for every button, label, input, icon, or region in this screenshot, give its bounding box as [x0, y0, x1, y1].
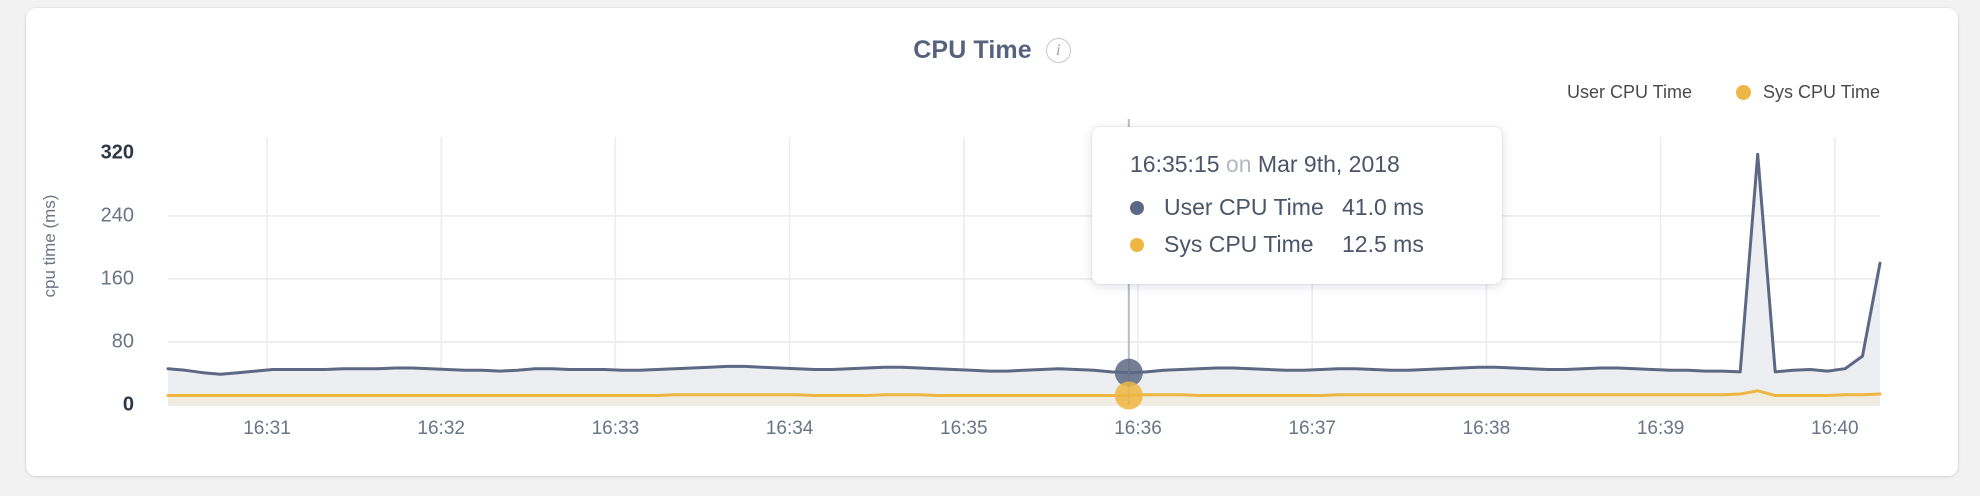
tooltip-row-user-cpu-time: User CPU Time 41.0 ms: [1130, 194, 1472, 221]
y-axis-tick-label: 160: [100, 267, 134, 290]
y-axis-tick-label: 0: [122, 393, 134, 416]
x-axis-tick-label: 16:31: [243, 418, 291, 439]
tooltip-series-dot: [1130, 237, 1144, 252]
x-axis-tick-label: 16:34: [765, 418, 814, 439]
tooltip-row-sys-cpu-time: Sys CPU Time 12.5 ms: [1130, 231, 1472, 258]
page-title: CPU Time: [913, 36, 1032, 64]
x-axis-tick-label: 16:40: [1811, 418, 1859, 439]
x-axis-tick-label: 16:39: [1636, 418, 1685, 439]
tooltip-date: Mar 9th, 2018: [1257, 151, 1400, 177]
tooltip-series-name: Sys CPU Time: [1164, 231, 1314, 257]
x-axis-tick-label: 16:37: [1288, 418, 1336, 439]
y-axis-tick-label: 80: [111, 330, 134, 353]
chart-legend: User CPU Time Sys CPU Time: [1540, 82, 1880, 103]
y-axis-tick-label: 320: [100, 141, 134, 164]
x-axis-tick-label: 16:36: [1114, 418, 1162, 439]
chart-tooltip: 16:35:15 on Mar 9th, 2018 User CPU Time …: [1092, 127, 1502, 284]
tooltip-series-value: 41.0 ms: [1342, 194, 1424, 220]
tooltip-series-value: 12.5 ms: [1342, 231, 1424, 257]
info-icon[interactable]: i: [1045, 38, 1071, 63]
chart-header: CPU Time i: [26, 36, 1958, 65]
cpu-time-chart-card: CPU Time i User CPU Time Sys CPU Time: [26, 8, 1958, 476]
legend-item-label: User CPU Time: [1566, 82, 1692, 102]
x-axis-tick-label: 16:32: [417, 418, 465, 439]
tooltip-time: 16:35:15: [1130, 151, 1220, 177]
tooltip-on-word: on: [1225, 151, 1252, 177]
y-axis-tick-label: 240: [100, 204, 134, 227]
legend-color-dot: [1735, 85, 1751, 100]
x-axis-tick-label: 16:33: [591, 418, 640, 439]
legend-item-user-cpu-time[interactable]: User CPU Time: [1540, 82, 1692, 103]
x-axis-tick-label: 16:38: [1462, 418, 1511, 439]
tooltip-series-dot: [1130, 200, 1144, 215]
x-axis-tick-label: 16:35: [940, 418, 988, 439]
legend-item-label: Sys CPU Time: [1762, 82, 1880, 102]
legend-item-sys-cpu-time[interactable]: Sys CPU Time: [1735, 82, 1880, 103]
tooltip-timestamp: 16:35:15 on Mar 9th, 2018: [1130, 151, 1472, 178]
tooltip-series-name: User CPU Time: [1164, 194, 1324, 220]
